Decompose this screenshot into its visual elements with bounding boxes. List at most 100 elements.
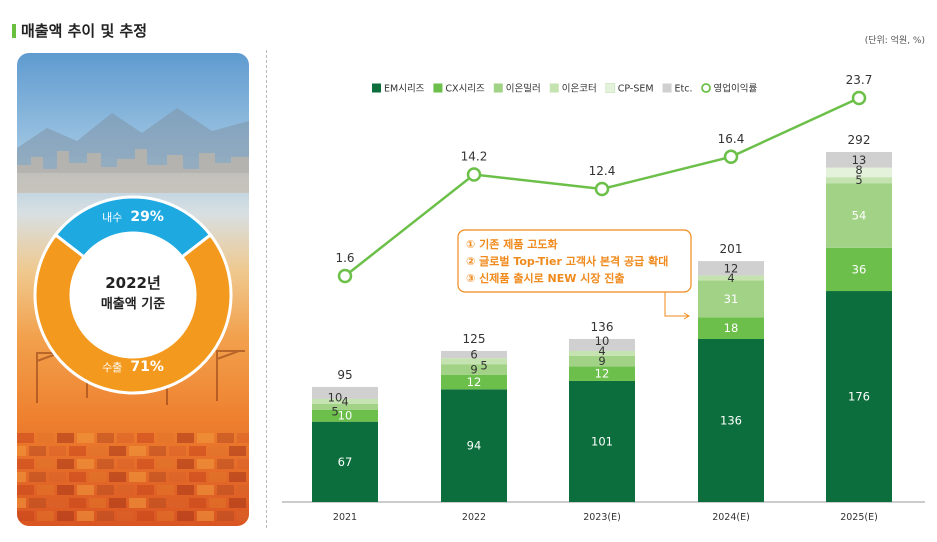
domestic-value: 29% [130,209,164,225]
bar-value-4-3: 5 [855,173,862,187]
donut-label-export: 수출 71% [102,356,164,375]
shipping-container-38 [49,472,66,482]
shipping-container-4 [97,433,114,443]
shipping-container-45 [189,472,206,482]
legend-label-2: 이온밀러 [506,83,541,95]
shipping-container-68 [169,498,186,508]
shipping-container-30 [137,459,154,469]
mountain-silhouette [17,108,249,173]
margin-point-1 [466,167,482,182]
legend-label-line: 영업이익률 [714,83,758,95]
bar-value-2-2: 9 [598,354,605,368]
shipping-container-39 [69,472,86,482]
shipping-container-18 [129,446,146,456]
shipping-container-34 [217,459,234,469]
bar-segment-2-0 [569,380,635,502]
bar-value-0-0: 67 [338,455,353,469]
bar-value-3-3: 4 [727,271,734,285]
margin-label-2: 12.4 [589,164,616,178]
shipping-container-52 [97,485,114,495]
shipping-container-77 [117,511,134,521]
bar-segment-4-2 [826,183,892,248]
shipping-container-78 [137,511,154,521]
shipping-container-72 [17,511,34,521]
legend-label-4: CP-SEM [618,84,654,95]
shipping-container-0 [17,433,34,443]
bar-segment-4-1 [826,247,892,292]
bar-value-2-0: 101 [591,434,613,448]
donut-segment-수출 [33,232,233,395]
legend-swatch-1 [433,83,443,93]
port-crane-3 [216,350,245,401]
bar-segment-2-3 [569,350,635,356]
city-skyline [17,149,249,193]
shipping-container-48 [17,485,34,495]
legend-swatch-2 [493,83,503,93]
shipping-container-42 [129,472,146,482]
bar-value-4-5: 13 [852,153,867,167]
shipping-container-29 [117,459,134,469]
shipping-container-43 [149,472,166,482]
margin-point-2 [594,181,610,197]
bar-total-1: 125 [463,332,486,346]
bar-value-3-2: 31 [724,292,739,306]
x-axis-ticks: 2021 2022 2023(E) 2024(E) 2025(E) [333,512,878,523]
shipping-container-16 [89,446,106,456]
bar-segment-4-4 [826,167,892,178]
bar-segment-0-2 [312,403,378,410]
bar-total-2: 136 [591,320,614,334]
bar-total-0: 95 [337,368,352,382]
bar-value-0-3: 4 [341,394,348,408]
shipping-container-17 [109,446,126,456]
bar-segment-2-1 [569,366,635,381]
shipping-container-57 [197,485,214,495]
bar-segment-0-0 [312,421,378,502]
export-label: 수출 [102,361,122,374]
shipping-container-80 [177,511,194,521]
shipping-container-51 [77,485,94,495]
shipping-container-61 [29,498,46,508]
shipping-container-7 [157,433,174,443]
shipping-container-82 [217,511,234,521]
bar-segment-3-2 [698,280,764,318]
shipping-container-14 [49,446,66,456]
shipping-container-13 [29,446,46,456]
bar-value-4-2: 54 [852,209,867,223]
shipping-container-54 [137,485,154,495]
shipping-container-41 [109,472,126,482]
bar-segment-3-1 [698,317,764,339]
shipping-container-9 [197,433,214,443]
x-tick-label-2: 2023(E) [583,512,621,523]
shipping-container-63 [69,498,86,508]
shipping-container-10 [217,433,234,443]
bar-value-3-5: 12 [724,261,739,275]
shipping-container-15 [69,446,86,456]
domestic-label: 내수 [102,211,122,224]
bar-segment-3-3 [698,275,764,281]
donut-center-line1: 2022년 [105,274,161,292]
bar-segment-2-2 [569,355,635,367]
shipping-container-44 [169,472,186,482]
bar-value-0-5: 10 [328,390,343,404]
bar-value-4-4: 8 [855,163,862,177]
shipping-container-50 [57,485,74,495]
bar-segment-0-3 [312,398,378,404]
shipping-container-19 [149,446,166,456]
bar-segment-1-1 [441,374,507,390]
legend-swatch-4 [605,83,616,93]
bar-segment-2-5 [569,338,635,351]
donut-segments [33,195,233,395]
shipping-container-35 [237,459,249,469]
bar-value-1-5: 6 [470,348,477,362]
growth-callout: ① 기존 제품 고도화 ② 글로벌 Top-Tier 고객사 본격 공급 확대 … [457,229,692,320]
shipping-container-22 [209,446,226,456]
x-tick-label-1: 2022 [462,512,486,523]
bar-value-2-5: 10 [595,334,610,348]
legend-label-3: 이온코터 [562,84,597,95]
margin-point-0 [337,268,353,284]
legend-swatch-5 [662,83,672,93]
shipping-container-49 [37,485,54,495]
bar-segment-1-5 [441,350,507,359]
